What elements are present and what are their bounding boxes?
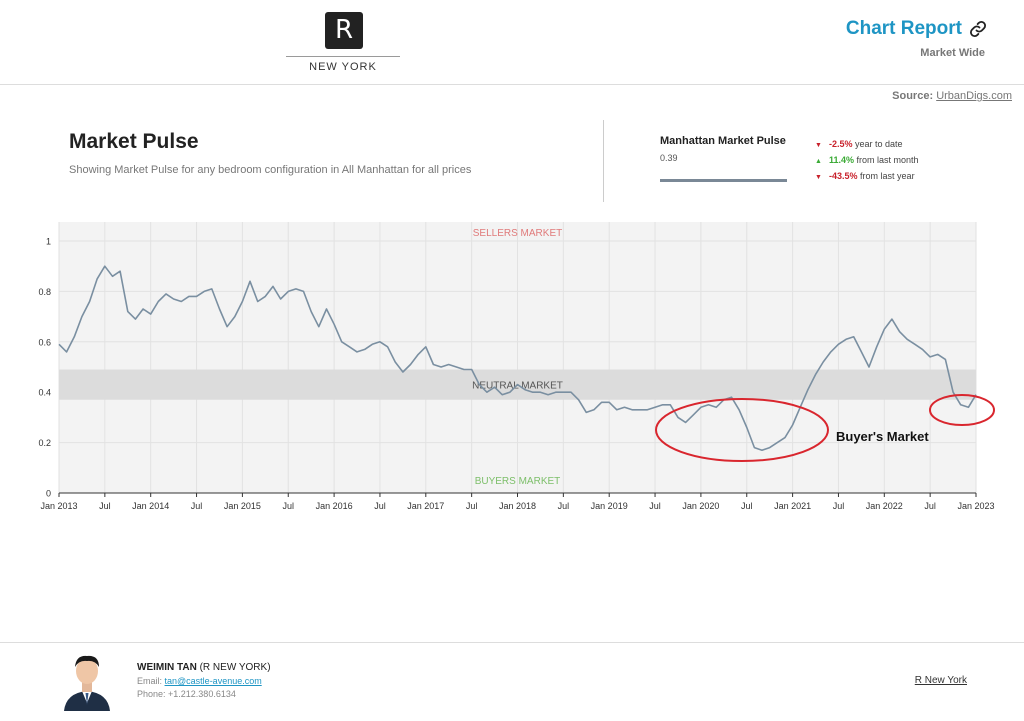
x-tick-label: Jan 2014: [132, 501, 169, 511]
x-axis: Jan 2013 Jul Jan 2014 Jul Jan 2015 Jul Jan 201…: [40, 493, 995, 511]
x-tick-label: Jul: [191, 501, 203, 511]
x-tick-label: Jan 2016: [316, 501, 353, 511]
pulse-bar: [660, 179, 787, 182]
y-tick-label: 0.6: [38, 337, 51, 347]
source-attribution: Source: UrbanDigs.com: [892, 90, 1012, 102]
brand-location: NEW YORK: [309, 61, 377, 73]
sellers-zone-label: SELLERS MARKET: [473, 228, 562, 239]
buyers-zone-label: BUYERS MARKET: [475, 476, 561, 487]
stat-value: -43.5%: [829, 171, 858, 181]
series-line: [58, 265, 977, 451]
chart-grid: [58, 222, 977, 494]
x-tick-label: Jul: [833, 501, 845, 511]
stat-from-last-year: ▼ -43.5% from last year: [815, 170, 919, 186]
x-tick-label: Jan 2015: [224, 501, 261, 511]
y-tick-label: 0.4: [38, 388, 51, 398]
report-scope: Market Wide: [920, 47, 985, 59]
brand-logo: R: [325, 12, 363, 49]
agent-name: WEIMIN TAN (R NEW YORK): [137, 662, 271, 673]
x-tick-label: Jan 2013: [40, 501, 77, 511]
x-tick-label: Jan 2021: [774, 501, 811, 511]
pulse-label: Manhattan Market Pulse: [660, 135, 786, 147]
triangle-down-icon: ▼: [815, 142, 822, 149]
x-tick-label: Jul: [282, 501, 294, 511]
agent-phone: Phone: +1.212.380.6134: [137, 689, 236, 699]
x-tick-label: Jan 2022: [866, 501, 903, 511]
y-tick-label: 0.8: [38, 287, 51, 297]
email-label: Email:: [137, 676, 163, 686]
x-tick-label: Jan 2019: [591, 501, 628, 511]
source-label: Source:: [892, 90, 934, 102]
y-axis: 0 0.2 0.4 0.6 0.8 1: [38, 237, 51, 499]
stat-from-last-month: ▲ 11.4% from last month: [815, 154, 919, 170]
x-tick-label: Jul: [466, 501, 478, 511]
neutral-band: [59, 369, 976, 400]
page-title: Market Pulse: [69, 130, 199, 153]
agent-name-text: WEIMIN TAN: [137, 662, 197, 673]
x-tick-label: Jan 2023: [957, 501, 994, 511]
x-tick-label: Jul: [99, 501, 111, 511]
brokerage-link[interactable]: R New York: [914, 675, 967, 686]
x-tick-label: Jan 2017: [407, 501, 444, 511]
email-link[interactable]: tan@castle-avenue.com: [164, 676, 262, 686]
pulse-value: 0.39: [660, 153, 678, 163]
footer-divider: [0, 642, 1024, 643]
x-tick-label: Jul: [649, 501, 661, 511]
y-tick-label: 0.2: [38, 438, 51, 448]
logo-divider: [286, 56, 400, 57]
report-title: Chart Report: [845, 18, 962, 39]
link-icon[interactable]: [969, 20, 987, 38]
neutral-zone-label: NEUTRAL MARKET: [472, 381, 563, 392]
x-tick-label: Jul: [374, 501, 386, 511]
summary-divider: [603, 120, 604, 202]
triangle-up-icon: ▲: [815, 158, 822, 165]
stat-text: from last year: [860, 171, 915, 181]
agent-email: Email: tan@castle-avenue.com: [137, 676, 262, 686]
x-tick-label: Jan 2018: [499, 501, 536, 511]
agent-firm: (R NEW YORK): [199, 662, 271, 673]
highlight-circle-2020: [655, 398, 829, 462]
stat-value: 11.4%: [829, 155, 855, 165]
y-tick-label: 0: [46, 489, 51, 499]
x-tick-label: Jul: [924, 501, 936, 511]
stat-text: from last month: [856, 155, 919, 165]
plot-background: [59, 222, 976, 493]
pulse-stats: ▼ -2.5% year to date ▲ 11.4% from last mon…: [815, 138, 919, 186]
highlight-circle-2022: [929, 394, 995, 426]
triangle-down-icon: ▼: [815, 174, 822, 181]
x-tick-label: Jul: [558, 501, 570, 511]
agent-avatar: [64, 655, 110, 711]
x-tick-label: Jan 2020: [682, 501, 719, 511]
source-link[interactable]: UrbanDigs.com: [936, 90, 1012, 102]
header-divider: [0, 84, 1024, 85]
page-description: Showing Market Pulse for any bedroom con…: [69, 164, 472, 176]
y-tick-label: 1: [46, 237, 51, 247]
stat-value: -2.5%: [829, 139, 853, 149]
stat-text: year to date: [855, 139, 903, 149]
stat-year-to-date: ▼ -2.5% year to date: [815, 138, 919, 154]
x-tick-label: Jul: [741, 501, 753, 511]
buyers-market-annotation: Buyer's Market: [836, 429, 929, 444]
